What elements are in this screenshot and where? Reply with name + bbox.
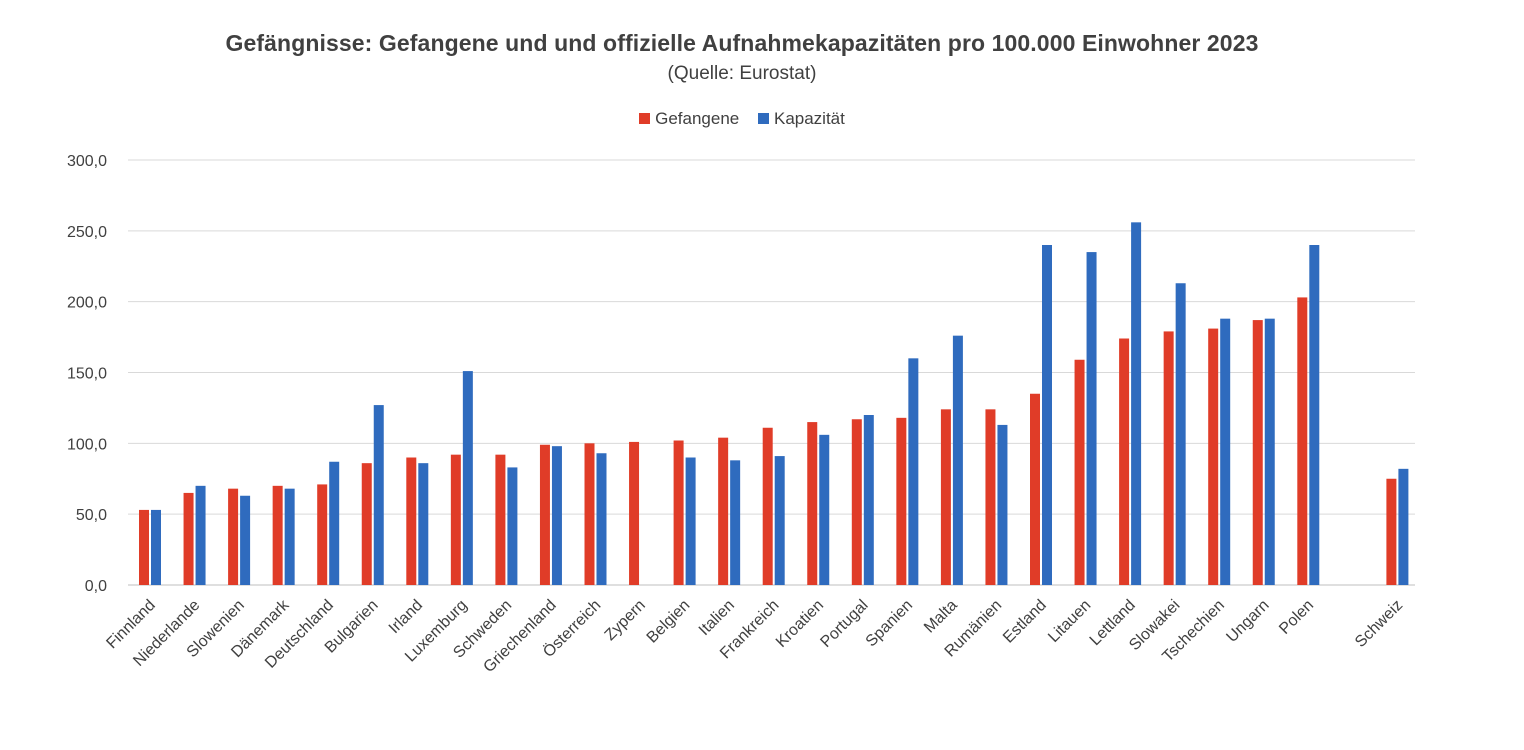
bar-kapazitaet (329, 461, 340, 585)
bar-kapazitaet (685, 457, 696, 585)
bar-kapazitaet (195, 485, 206, 585)
bar-gefangene (539, 444, 550, 585)
x-tick-label: Italien (696, 597, 738, 639)
bar-kapazitaet (418, 463, 429, 585)
bar-gefangene (228, 488, 239, 585)
bar-gefangene (317, 484, 328, 585)
bar-gefangene (985, 409, 996, 585)
bar-kapazitaet (819, 434, 830, 585)
x-tick-label: Estland (1000, 597, 1050, 647)
bar-gefangene (940, 409, 951, 585)
bar-gefangene (1208, 328, 1219, 585)
bar-gefangene (584, 443, 595, 585)
bar-gefangene (183, 492, 194, 585)
bar-kapazitaet (774, 456, 785, 585)
x-tick-label: Spanien (863, 597, 917, 651)
bar-gefangene (807, 422, 818, 585)
bar-kapazitaet (151, 509, 161, 585)
x-tick-label: Schweiz (1352, 597, 1406, 651)
y-tick-label: 50,0 (76, 507, 107, 524)
bar-kapazitaet (1131, 222, 1142, 586)
x-tick-label: Ungarn (1223, 597, 1272, 646)
y-tick-label: 0,0 (85, 578, 107, 595)
legend-label-gefangene: Gefangene (655, 109, 740, 128)
bar-kapazitaet (1398, 468, 1409, 585)
bar-kapazitaet (997, 424, 1008, 585)
bar-gefangene (1163, 331, 1174, 585)
bar-kapazitaet (1175, 283, 1186, 585)
bar-kapazitaet (908, 358, 919, 585)
bar-kapazitaet (1086, 252, 1097, 586)
legend-item-gefangene: Gefangene (639, 109, 739, 129)
bar-gefangene (851, 419, 862, 585)
bar-kapazitaet (1309, 245, 1320, 585)
bar-gefangene (361, 463, 372, 585)
bar-gefangene (1297, 297, 1308, 585)
bar-gefangene (1119, 338, 1130, 585)
bar-kapazitaet (596, 453, 607, 585)
bar-kapazitaet (1264, 318, 1275, 585)
x-tick-label: Irland (386, 597, 426, 637)
y-tick-label: 150,0 (67, 366, 107, 383)
x-tick-label: Kroatien (773, 597, 827, 651)
x-tick-label: Belgien (644, 597, 694, 647)
y-tick-label: 250,0 (67, 224, 107, 241)
chart-title: Gefängnisse: Gefangene und und offiziell… (225, 30, 1259, 56)
bar-gefangene (762, 427, 773, 585)
bar-gefangene (450, 454, 461, 585)
y-tick-label: 100,0 (67, 436, 107, 453)
bar-gefangene (139, 509, 149, 585)
bar-gefangene (1386, 478, 1397, 585)
bar-gefangene (1030, 393, 1040, 585)
x-tick-label: Zypern (602, 597, 649, 644)
bar-kapazitaet (1042, 245, 1052, 585)
bar-gefangene (629, 441, 640, 585)
bar-gefangene (1252, 320, 1263, 585)
bar-kapazitaet (240, 495, 251, 585)
legend-swatch-kapazitaet (757, 113, 769, 124)
x-tick-label: Portugal (817, 597, 871, 651)
bar-kapazitaet (284, 488, 295, 585)
bar-kapazitaet (863, 415, 874, 585)
x-tick-label: Malta (921, 597, 961, 637)
bar-kapazitaet (507, 467, 518, 585)
bar-gefangene (495, 454, 506, 585)
legend-swatch-gefangene (639, 113, 651, 124)
y-tick-label: 200,0 (67, 295, 107, 312)
bar-kapazitaet (952, 335, 963, 585)
x-tick-label: Polen (1276, 597, 1317, 638)
bar-gefangene (896, 417, 907, 585)
bar-kapazitaet (551, 446, 562, 585)
bar-kapazitaet (373, 405, 384, 585)
legend-label-kapazitaet: Kapazität (773, 109, 845, 128)
bar-gefangene (406, 457, 417, 585)
y-tick-label: 300,0 (67, 153, 107, 170)
bar-kapazitaet (730, 460, 741, 585)
legend: Gefangene Kapazität (0, 109, 1484, 129)
bar-kapazitaet (462, 371, 473, 585)
bar-kapazitaet (1220, 318, 1231, 585)
bar-gefangene (1074, 359, 1085, 585)
bar-gefangene (673, 440, 684, 585)
bar-gefangene (272, 485, 283, 585)
bar-gefangene (718, 437, 729, 585)
legend-item-kapazitaet: Kapazität (757, 109, 845, 129)
chart-subtitle: (Quelle: Eurostat) (667, 63, 817, 84)
